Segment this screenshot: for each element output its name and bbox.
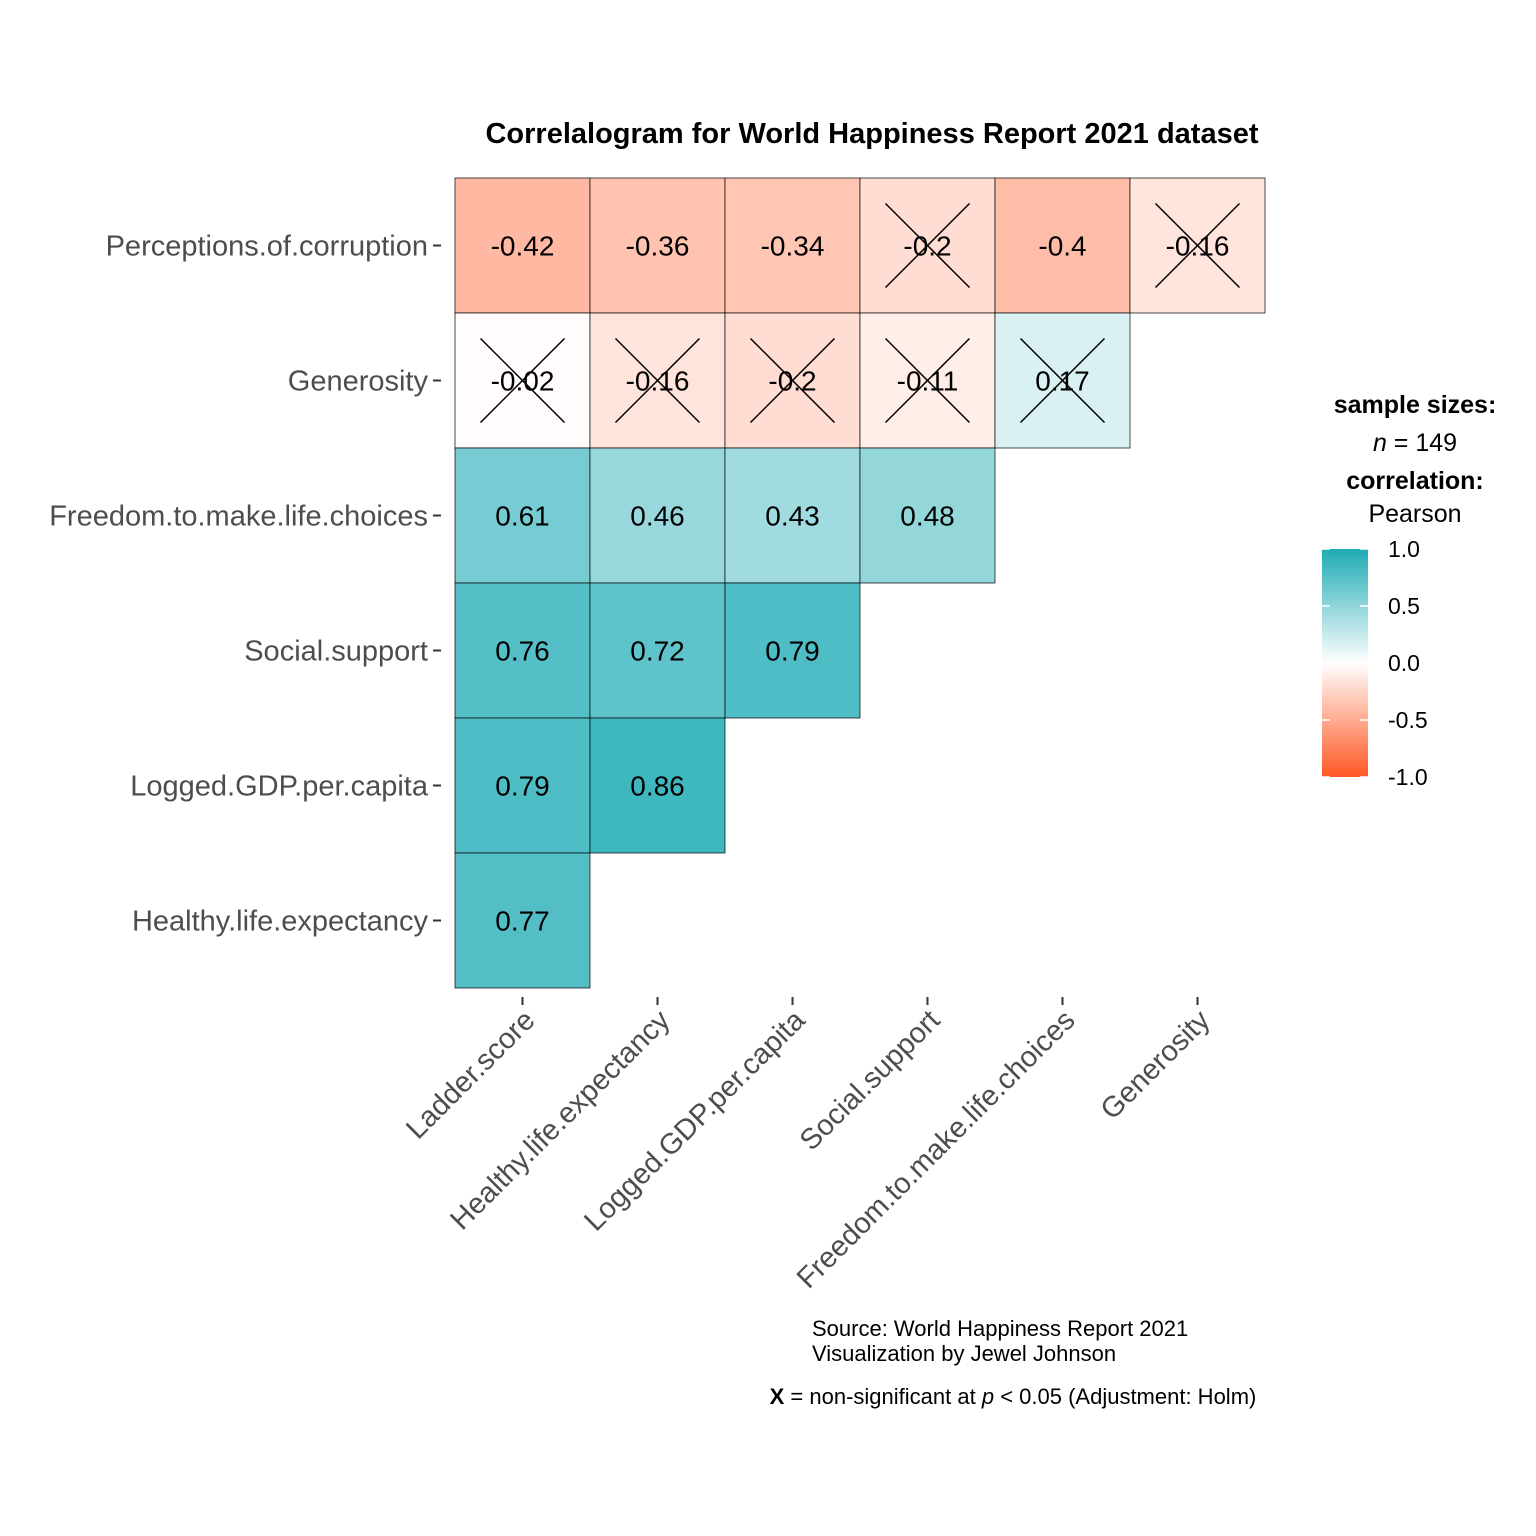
legend-tick-label-2: 0.0 (1388, 650, 1420, 676)
chart-title: Correlalogram for World Happiness Report… (485, 118, 1258, 150)
cell-perceptions-of-corruption-healthy-life-expectancy (589, 177, 726, 314)
cell-perceptions-of-corruption-freedom-to-make-life-choices (994, 177, 1131, 314)
x-label-freedom-to-make-life-choices: Freedom.to.make.life.choices (791, 1004, 1081, 1294)
caption-credit: Visualization by Jewel Johnson (812, 1341, 1116, 1366)
legend-n-value: = 149 (1387, 429, 1457, 457)
cell-freedom-to-make-life-choices-logged-gdp-per-capita-label: 0.43 (765, 501, 820, 532)
x-label-ladder-score: Ladder.score (400, 1004, 541, 1145)
cell-social-support-logged-gdp-per-capita (724, 582, 861, 719)
cell-logged-gdp-per-capita-ladder-score (454, 717, 591, 854)
cell-freedom-to-make-life-choices-social-support (859, 447, 996, 584)
caption-source: Source: World Happiness Report 2021 (812, 1316, 1188, 1341)
cell-freedom-to-make-life-choices-healthy-life-expectancy (589, 447, 726, 584)
legend-tick-label-1: 0.5 (1388, 593, 1420, 619)
caption: Source: World Happiness Report 2021 Visu… (770, 1316, 1257, 1409)
cell-freedom-to-make-life-choices-social-support-label: 0.48 (900, 501, 955, 532)
cell-generosity-ladder-score-cross-b (479, 337, 566, 424)
cell-perceptions-of-corruption-social-support-cross-b (884, 202, 971, 289)
legend-ticks: 1.0 0.5 0.0 -0.5 -1.0 (1322, 536, 1428, 790)
y-label-logged-gdp-per-capita: Logged.GDP.per.capita (130, 771, 429, 803)
y-label-generosity: Generosity (288, 366, 429, 398)
cell-freedom-to-make-life-choices-ladder-score (454, 447, 591, 584)
y-label-healthy-life-expectancy: Healthy.life.expectancy (132, 906, 429, 938)
cell-generosity-healthy-life-expectancy-cross-b (614, 337, 701, 424)
x-label-generosity: Generosity (1095, 1004, 1217, 1126)
legend-sample-sizes-title: sample sizes: (1334, 391, 1497, 419)
cell-generosity-social-support-cross-b (884, 337, 971, 424)
note-mid: = non-significant at (784, 1384, 982, 1409)
cell-social-support-healthy-life-expectancy (589, 582, 726, 719)
cell-perceptions-of-corruption-logged-gdp-per-capita (724, 177, 861, 314)
cell-social-support-logged-gdp-per-capita-label: 0.79 (765, 636, 820, 667)
cell-perceptions-of-corruption-ladder-score (454, 177, 591, 314)
y-axis: Perceptions.of.corruption Generosity Freed… (49, 231, 441, 938)
x-axis: Ladder.scoreHealthy.life.expectancyLogge… (400, 997, 1217, 1295)
legend-tick-label-0: 1.0 (1388, 536, 1420, 562)
cell-healthy-life-expectancy-ladder-score (454, 852, 591, 989)
legend-tick-label-3: -0.5 (1388, 707, 1428, 733)
cell-perceptions-of-corruption-healthy-life-expectancy-label: -0.36 (626, 231, 690, 262)
legend-method: Pearson (1368, 500, 1461, 528)
cell-generosity-freedom-to-make-life-choices-cross-b (1019, 337, 1106, 424)
legend-tick-label-4: -1.0 (1388, 764, 1428, 790)
y-label-perceptions-of-corruption: Perceptions.of.corruption (106, 231, 428, 263)
cell-healthy-life-expectancy-ladder-score-label: 0.77 (495, 906, 550, 937)
cell-logged-gdp-per-capita-ladder-score-label: 0.79 (495, 771, 550, 802)
cell-social-support-ladder-score-label: 0.76 (495, 636, 550, 667)
legend-sample-size: n = 149 (1373, 429, 1457, 457)
legend: sample sizes: n = 149 correlation: Pears… (1322, 391, 1496, 790)
x-label-healthy-life-expectancy: Healthy.life.expectancy (444, 1004, 676, 1236)
caption-significance-note: X = non-significant at p < 0.05 (Adjustm… (770, 1384, 1257, 1409)
legend-n-symbol: n (1373, 429, 1387, 457)
x-label-logged-gdp-per-capita: Logged.GDP.per.capita (578, 1004, 812, 1238)
cell-freedom-to-make-life-choices-healthy-life-expectancy-label: 0.46 (630, 501, 685, 532)
cell-social-support-healthy-life-expectancy-label: 0.72 (630, 636, 685, 667)
cell-perceptions-of-corruption-generosity-cross-b (1154, 202, 1241, 289)
note-x-symbol: X (770, 1384, 785, 1409)
cell-perceptions-of-corruption-logged-gdp-per-capita-label: -0.34 (761, 231, 825, 262)
note-p-symbol: p (981, 1384, 994, 1409)
note-end: < 0.05 (Adjustment: Holm) (994, 1384, 1256, 1409)
y-label-freedom-to-make-life-choices: Freedom.to.make.life.choices (49, 501, 428, 533)
cell-social-support-ladder-score (454, 582, 591, 719)
cell-logged-gdp-per-capita-healthy-life-expectancy-label: 0.86 (630, 771, 685, 802)
cell-perceptions-of-corruption-ladder-score-label: -0.42 (491, 231, 555, 262)
cell-logged-gdp-per-capita-healthy-life-expectancy (589, 717, 726, 854)
cell-freedom-to-make-life-choices-ladder-score-label: 0.61 (495, 501, 550, 532)
y-label-social-support: Social.support (244, 636, 428, 668)
heatmap-cells: -0.42-0.36-0.34-0.2-0.4-0.16-0.02-0.16-0… (454, 177, 1266, 989)
legend-correlation-title: correlation: (1346, 467, 1484, 495)
x-label-social-support: Social.support (794, 1004, 947, 1157)
cell-generosity-logged-gdp-per-capita-cross-b (749, 337, 836, 424)
cell-perceptions-of-corruption-freedom-to-make-life-choices-label: -0.4 (1038, 231, 1086, 262)
